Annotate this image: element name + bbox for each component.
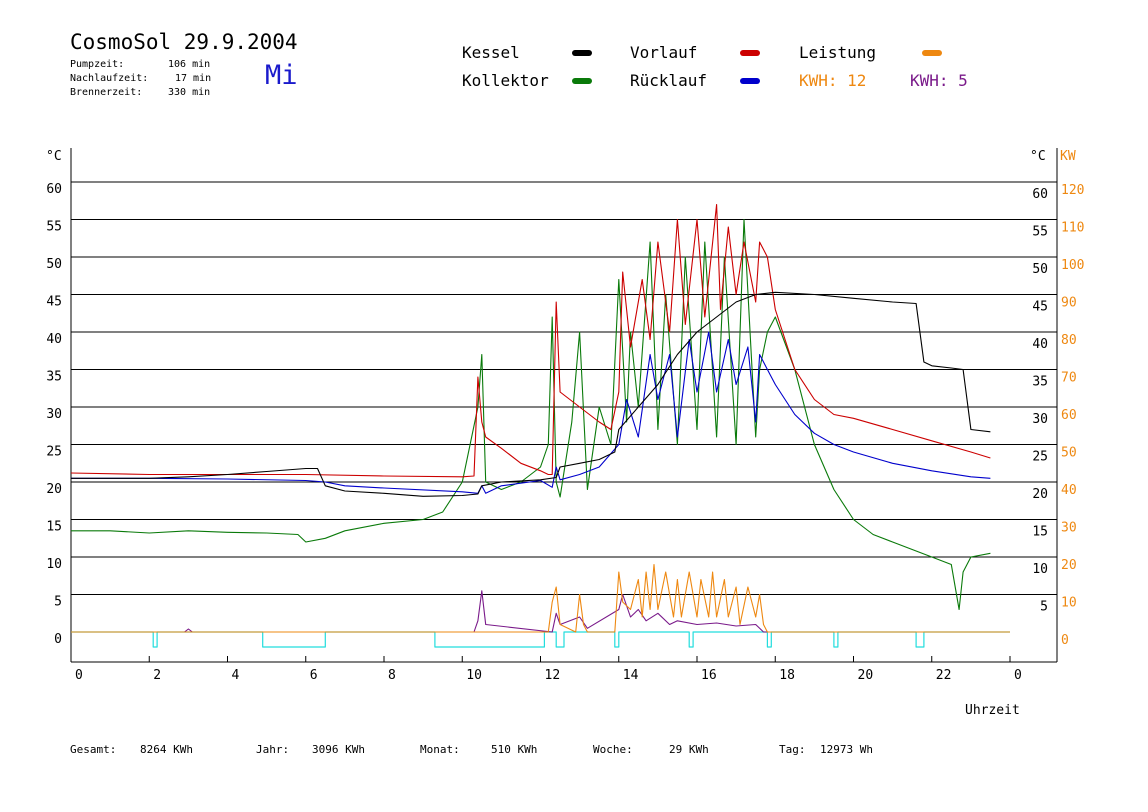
legend-kwh-orange: KWH: 12 [799,71,867,90]
y-right-power-tick-label: 10 [1061,596,1077,611]
x-tick-label: 10 [466,668,482,683]
footer-gesamt-value: 8264 KWh [140,743,193,756]
y-right-power-tick-label: 30 [1061,521,1077,536]
series-line-vorlauf [70,203,991,478]
footer-woche-value: 29 KWh [669,743,709,756]
stat-pumpzeit-value: 106 min [168,59,211,70]
footer-tag-value: 12973 Wh [820,743,873,756]
right-unit-power-label: KW [1060,149,1076,164]
x-tick-label: 20 [858,668,874,683]
y-right-temp-tick-label: 55 [1032,225,1048,240]
legend-leistung-swatch [922,50,942,56]
y-right-temp-tick-label: 25 [1032,450,1048,465]
y-right-power-tick-label: 120 [1061,183,1084,198]
y-left-tick-label: 10 [46,557,62,572]
y-right-temp-tick-label: 30 [1032,412,1048,427]
x-tick-label: 2 [153,668,161,683]
y-right-temp-tick-label: 50 [1032,262,1048,277]
series-line-leistung [71,563,1010,633]
y-right-power-tick-label: 40 [1061,483,1077,498]
legend-ruecklauf-label: Rücklauf [630,71,708,90]
x-tick-label: 18 [779,668,795,683]
y-left-tick-label: 25 [46,445,62,460]
footer-jahr-value: 3096 KWh [312,743,365,756]
legend-kollektor-swatch [572,78,592,84]
y-right-temp-tick-label: 45 [1032,300,1048,315]
footer-jahr-label: Jahr: [256,743,290,756]
y-left-tick-label: 35 [46,370,62,385]
stat-brennerzeit-value: 330 min [168,87,211,98]
y-right-power-tick-label: 110 [1061,221,1084,236]
y-right-power-tick-label: 100 [1061,258,1084,273]
series-line-kessel [71,291,991,497]
series-line-pump [71,631,1010,648]
x-tick-label: 0 [75,668,83,683]
y-right-power-tick-label: 90 [1061,296,1077,311]
y-right-temp-tick-label: 60 [1032,187,1048,202]
y-left-tick-label: 15 [46,520,62,535]
x-tick-label: 8 [388,668,396,683]
series-line-ruecklauf [71,331,991,494]
legend-leistung-label: Leistung [799,43,877,62]
footer-monat-value: 510 KWh [491,743,538,756]
stat-brennerzeit-label: Brennerzeit: [70,87,143,98]
x-tick-label: 16 [701,668,717,683]
legend-kessel-label: Kessel [462,43,520,62]
y-right-power-tick-label: 20 [1061,558,1077,573]
x-tick-label: 14 [623,668,639,683]
y-left-tick-label: 5 [54,595,62,610]
left-unit-label: °C [46,149,62,164]
x-tick-label: 12 [545,668,561,683]
legend-kollektor-label: Kollektor [462,71,549,90]
y-left-tick-label: 20 [46,482,62,497]
footer-woche-label: Woche: [593,743,633,756]
y-left-tick-label: 50 [46,257,62,272]
legend-vorlauf-swatch [740,50,760,56]
x-tick-label: 4 [232,668,240,683]
y-right-power-tick-label: 0 [1061,633,1069,648]
series-line-purple [71,590,1010,633]
chart-title: CosmoSol 29.9.2004 [70,30,298,54]
x-tick-label: 0 [1014,668,1022,683]
stat-nachlaufzeit-value: 17 min [175,73,212,84]
right-unit-temp-label: °C [1030,149,1046,164]
legend-ruecklauf-swatch [740,78,760,84]
series-line-kollektor [71,218,991,611]
chart-ticks: 0510152025303540455055605101520253035404… [46,182,1084,683]
footer-tag-label: Tag: [779,743,806,756]
weekday-label: Mi [265,60,298,91]
y-right-power-tick-label: 50 [1061,446,1077,461]
y-right-temp-tick-label: 15 [1032,525,1048,540]
y-right-power-tick-label: 60 [1061,408,1077,423]
legend-kessel-swatch [572,50,592,56]
y-right-temp-tick-label: 10 [1032,562,1048,577]
y-left-tick-label: 30 [46,407,62,422]
footer-monat-label: Monat: [420,743,460,756]
chart-axes [70,148,1058,663]
x-tick-label: 6 [310,668,318,683]
stat-pumpzeit-label: Pumpzeit: [70,59,125,70]
chart-grid [71,181,1057,595]
y-left-tick-label: 40 [46,332,62,347]
x-tick-label: 22 [936,668,952,683]
x-axis-label: Uhrzeit [965,703,1020,718]
legend-kwh-purple: KWH: 5 [910,71,968,90]
chart-series [70,203,1010,648]
y-left-tick-label: 55 [46,220,62,235]
y-right-temp-tick-label: 35 [1032,375,1048,390]
stat-nachlaufzeit-label: Nachlaufzeit: [70,73,149,84]
y-right-power-tick-label: 70 [1061,371,1077,386]
y-left-tick-label: 45 [46,295,62,310]
y-right-power-tick-label: 80 [1061,333,1077,348]
y-right-temp-tick-label: 20 [1032,487,1048,502]
y-right-temp-tick-label: 5 [1040,600,1048,615]
y-left-tick-label: 0 [54,632,62,647]
footer-gesamt-label: Gesamt: [70,743,117,756]
y-left-tick-label: 60 [46,182,62,197]
legend-vorlauf-label: Vorlauf [630,43,698,62]
y-right-temp-tick-label: 40 [1032,337,1048,352]
